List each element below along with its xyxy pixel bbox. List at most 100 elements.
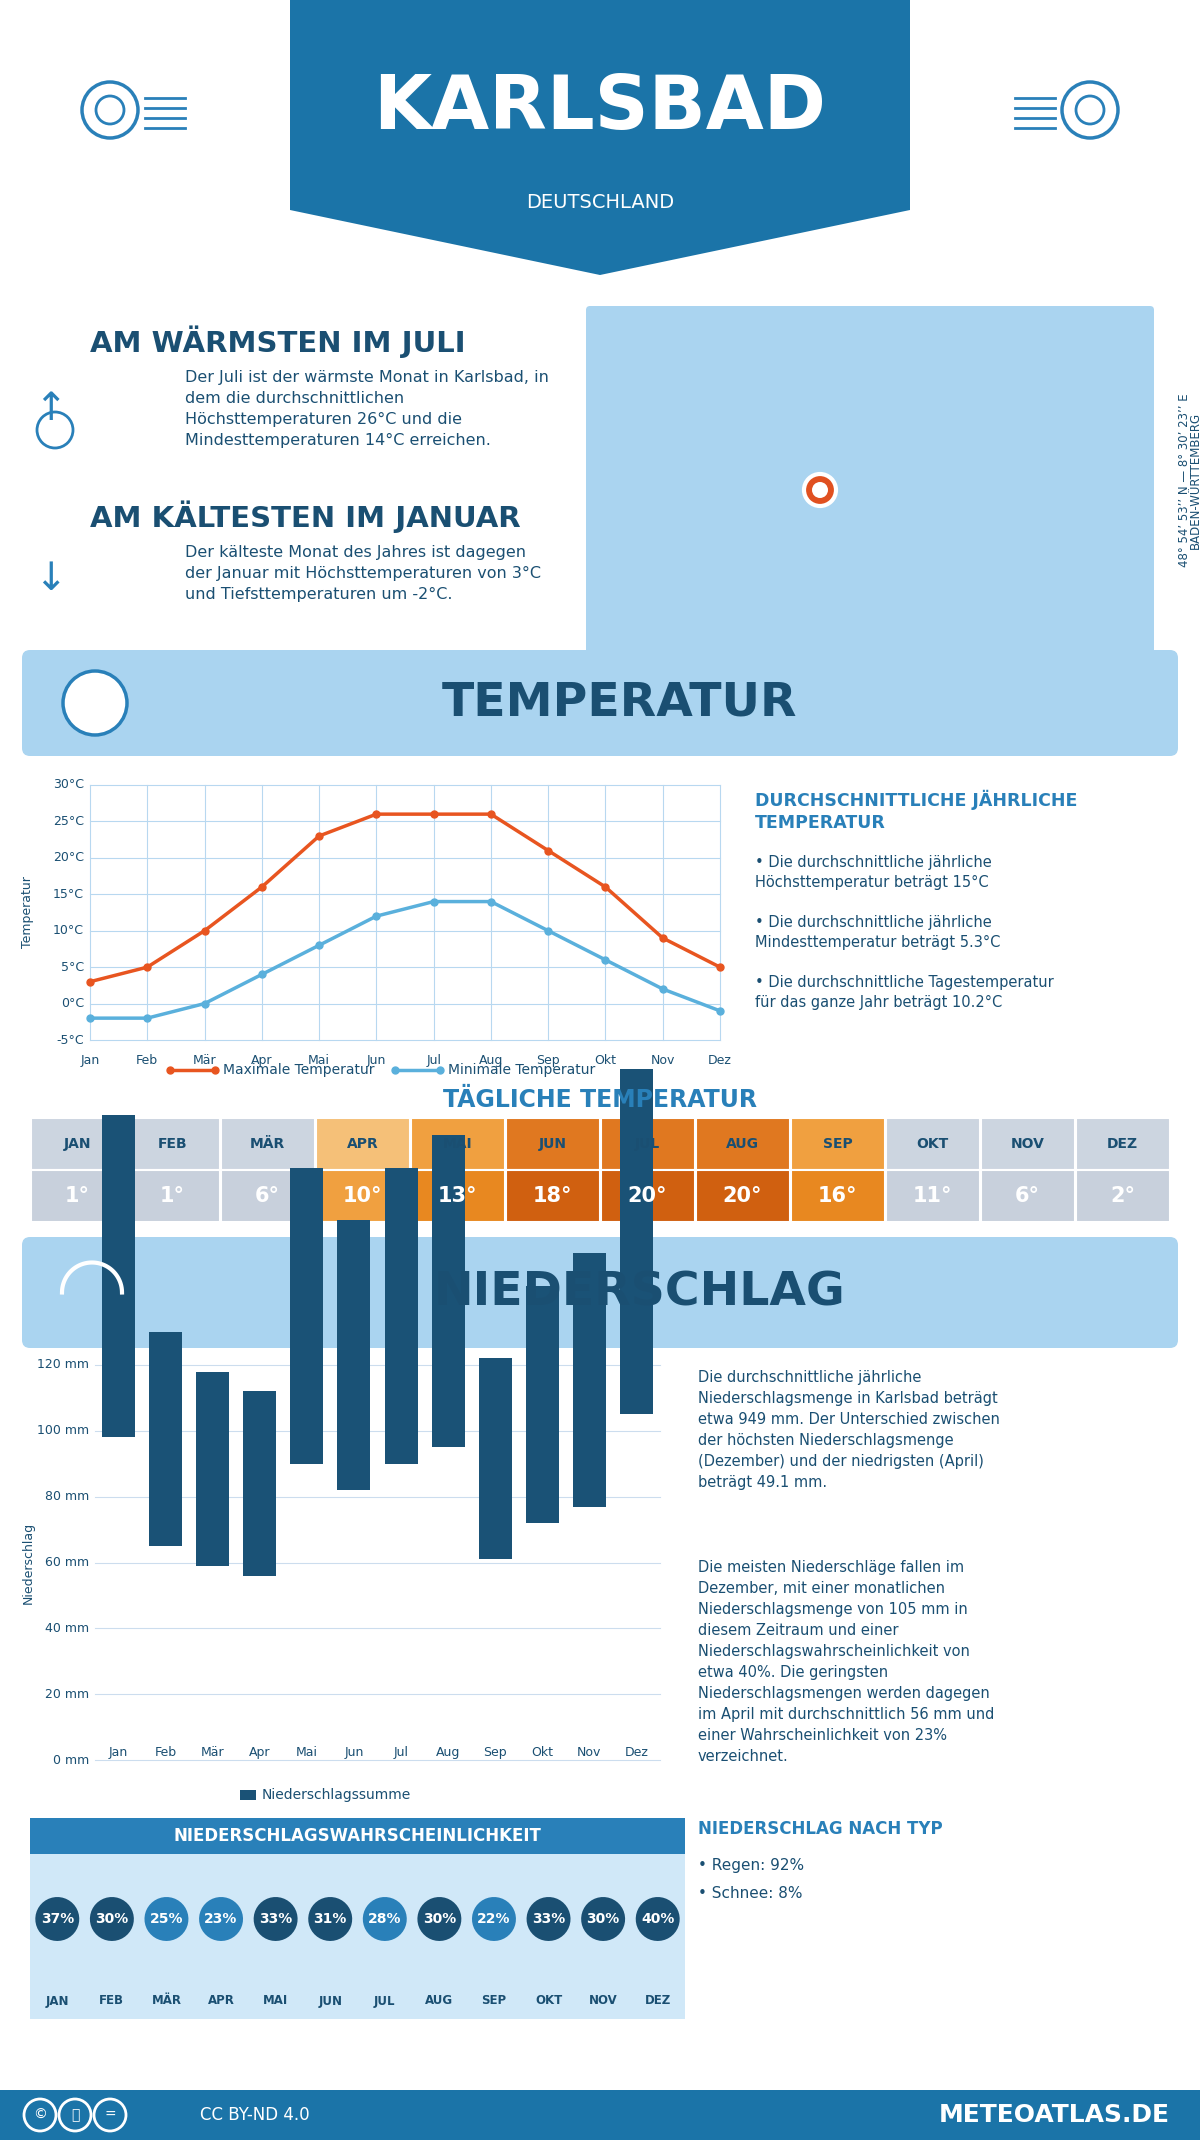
Text: AUG: AUG <box>726 1136 760 1151</box>
Text: Nov: Nov <box>650 1055 674 1068</box>
Bar <box>30 1171 125 1222</box>
Text: 37%: 37% <box>41 1911 74 1926</box>
Bar <box>620 1068 653 1415</box>
Text: 23%: 23% <box>204 1911 238 1926</box>
Bar <box>316 1171 409 1222</box>
Text: Mai: Mai <box>308 1055 330 1068</box>
Text: Die meisten Niederschläge fallen im
Dezember, mit einer monatlichen
Niederschlag: Die meisten Niederschläge fallen im Deze… <box>698 1560 995 1763</box>
Text: 31%: 31% <box>313 1911 347 1926</box>
Text: Jan: Jan <box>80 1055 100 1068</box>
Text: Sep: Sep <box>484 1746 508 1759</box>
Bar <box>1075 1171 1170 1222</box>
Text: 10°: 10° <box>343 1186 383 1207</box>
Text: 2°: 2° <box>1110 1186 1135 1207</box>
Text: JUL: JUL <box>635 1136 660 1151</box>
Polygon shape <box>581 1879 625 1941</box>
Polygon shape <box>636 1879 679 1941</box>
Text: 30%: 30% <box>422 1911 456 1926</box>
Circle shape <box>64 672 127 734</box>
Text: Feb: Feb <box>155 1746 176 1759</box>
Text: Dez: Dez <box>624 1746 648 1759</box>
Text: 48° 54’ 53’’ N — 8° 30’ 23’’ E: 48° 54’ 53’’ N — 8° 30’ 23’’ E <box>1178 394 1192 567</box>
Text: 22%: 22% <box>478 1911 511 1926</box>
Text: APR: APR <box>347 1136 378 1151</box>
Text: MAI: MAI <box>443 1136 473 1151</box>
Bar <box>572 1254 606 1507</box>
Text: JAN: JAN <box>64 1136 91 1151</box>
Text: Nov: Nov <box>577 1746 601 1759</box>
Text: Apr: Apr <box>250 1746 270 1759</box>
Text: Mär: Mär <box>200 1746 224 1759</box>
Polygon shape <box>418 1879 461 1941</box>
Text: -5°C: -5°C <box>56 1034 84 1046</box>
Polygon shape <box>90 1879 134 1941</box>
Text: FEB: FEB <box>100 1994 125 2007</box>
Text: JUN: JUN <box>539 1136 566 1151</box>
Text: DEZ: DEZ <box>1106 1136 1138 1151</box>
Text: Der kälteste Monat des Jahres ist dagegen
der Januar mit Höchsttemperaturen von : Der kälteste Monat des Jahres ist dagege… <box>185 546 541 601</box>
Bar <box>791 1117 884 1171</box>
Bar <box>197 1372 229 1566</box>
Text: 60 mm: 60 mm <box>44 1556 89 1569</box>
Text: NIEDERSCHLAGSWAHRSCHEINLICHKEIT: NIEDERSCHLAGSWAHRSCHEINLICHKEIT <box>174 1828 541 1845</box>
Text: Niederschlag: Niederschlag <box>22 1522 35 1603</box>
Text: 28%: 28% <box>368 1911 402 1926</box>
Bar <box>410 1171 504 1222</box>
Text: Feb: Feb <box>137 1055 158 1068</box>
Text: 33%: 33% <box>259 1911 293 1926</box>
Text: 33%: 33% <box>532 1911 565 1926</box>
Polygon shape <box>362 1879 407 1941</box>
Bar <box>30 1117 125 1171</box>
Text: BADEN-WÜRTTEMBERG: BADEN-WÜRTTEMBERG <box>1188 411 1200 548</box>
Text: Temperatur: Temperatur <box>22 877 35 948</box>
Text: 6°: 6° <box>256 1186 280 1207</box>
Text: MÄR: MÄR <box>250 1136 286 1151</box>
Bar <box>505 1171 600 1222</box>
Text: DEUTSCHLAND: DEUTSCHLAND <box>526 193 674 212</box>
Bar <box>980 1117 1074 1171</box>
Bar <box>980 1171 1074 1222</box>
Bar <box>505 1117 600 1171</box>
Bar <box>696 1117 790 1171</box>
Bar <box>600 1117 695 1171</box>
Text: 80 mm: 80 mm <box>44 1489 89 1502</box>
FancyBboxPatch shape <box>22 1237 1178 1348</box>
Text: JUL: JUL <box>374 1994 396 2007</box>
Text: 1°: 1° <box>160 1186 185 1207</box>
Bar <box>1075 1117 1170 1171</box>
Text: METEOATLAS.DE: METEOATLAS.DE <box>940 2104 1170 2127</box>
Polygon shape <box>308 1879 352 1941</box>
Text: 18°: 18° <box>533 1186 572 1207</box>
Text: 25°C: 25°C <box>53 815 84 828</box>
Bar <box>102 1115 136 1438</box>
FancyBboxPatch shape <box>22 651 1178 755</box>
Text: 6°: 6° <box>1015 1186 1040 1207</box>
Text: JAN: JAN <box>46 1994 70 2007</box>
Bar <box>886 1117 979 1171</box>
Text: Jul: Jul <box>426 1055 442 1068</box>
Bar <box>600 1171 695 1222</box>
Bar <box>240 1789 256 1800</box>
Text: TÄGLICHE TEMPERATUR: TÄGLICHE TEMPERATUR <box>443 1087 757 1113</box>
Text: NOV: NOV <box>1010 1136 1044 1151</box>
Text: AM KÄLTESTEN IM JANUAR: AM KÄLTESTEN IM JANUAR <box>90 501 521 533</box>
Text: JUN: JUN <box>318 1994 342 2007</box>
Bar <box>221 1117 314 1171</box>
Text: 40 mm: 40 mm <box>44 1622 89 1635</box>
Text: 13°: 13° <box>438 1186 478 1207</box>
Text: 120 mm: 120 mm <box>37 1359 89 1372</box>
Text: Okt: Okt <box>594 1055 617 1068</box>
Bar <box>432 1134 464 1447</box>
Bar <box>290 1168 323 1464</box>
Polygon shape <box>527 1879 570 1941</box>
Text: • Schnee: 8%: • Schnee: 8% <box>698 1885 803 1900</box>
Text: DURCHSCHNITTLICHE JÄHRLICHE
TEMPERATUR: DURCHSCHNITTLICHE JÄHRLICHE TEMPERATUR <box>755 790 1078 832</box>
Text: 15°C: 15°C <box>53 888 84 901</box>
Text: APR: APR <box>208 1994 234 2007</box>
Text: • Die durchschnittliche jährliche
Mindesttemperatur beträgt 5.3°C: • Die durchschnittliche jährliche Mindes… <box>755 916 1001 950</box>
Bar <box>791 1171 884 1222</box>
Polygon shape <box>253 1879 298 1941</box>
Text: 20 mm: 20 mm <box>44 1688 89 1701</box>
Text: AUG: AUG <box>425 1994 454 2007</box>
Polygon shape <box>290 0 910 276</box>
